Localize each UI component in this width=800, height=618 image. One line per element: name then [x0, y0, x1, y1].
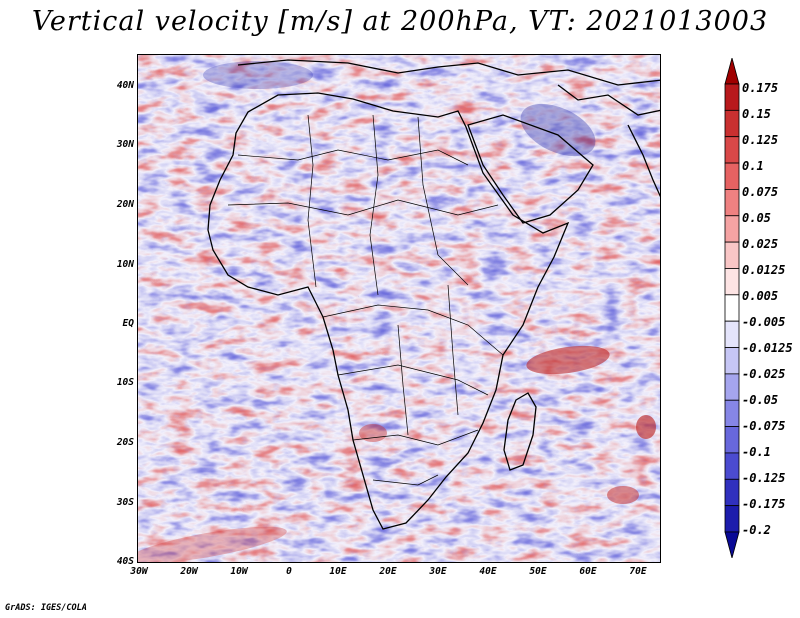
- lon-label-40e: 40E: [479, 566, 497, 577]
- lat-label-20s: 20S: [116, 437, 134, 448]
- lon-label-20w: 20W: [180, 566, 198, 577]
- colorbar-label: -0.075: [742, 419, 786, 433]
- lon-label-30w: 30W: [130, 566, 148, 577]
- colorbar-swatch: [724, 531, 740, 558]
- colorbar-swatch: [724, 162, 740, 190]
- colorbar-swatch: [724, 399, 740, 427]
- lat-label-eq: EQ: [122, 318, 134, 329]
- colorbar-label: -0.2: [742, 523, 771, 537]
- colorbar-label: -0.1: [742, 445, 771, 459]
- coastlines: [207, 59, 660, 530]
- strong-updraft-zones: [138, 61, 656, 562]
- colorbar-swatch: [724, 347, 740, 375]
- lat-label-40n: 40N: [116, 80, 134, 91]
- lon-label-10e: 10E: [329, 566, 347, 577]
- lon-label-30e: 30E: [429, 566, 447, 577]
- colorbar-label: -0.005: [742, 315, 786, 329]
- colorbar-swatch: [724, 373, 740, 401]
- colorbar-swatch: [724, 58, 740, 85]
- lon-label-10w: 10W: [230, 566, 248, 577]
- colorbar-swatch: [724, 109, 740, 138]
- lat-label-20n: 20N: [116, 199, 134, 210]
- colorbar-label: -0.0125: [742, 341, 793, 355]
- lon-label-50e: 50E: [529, 566, 547, 577]
- credit-text: GrADS: IGES/COLA: [5, 603, 87, 613]
- colorbar-swatch: [724, 294, 740, 322]
- country-borders: [227, 114, 504, 486]
- lon-label-0: 0: [286, 566, 292, 577]
- colorbar-label: 0.1: [742, 159, 764, 173]
- colorbar-label: -0.175: [742, 497, 786, 511]
- colorbar-swatch: [724, 268, 740, 296]
- colorbar-swatch: [724, 320, 740, 348]
- colorbar-swatch: [724, 83, 740, 111]
- lon-label-60e: 60E: [579, 566, 597, 577]
- colorbar-label: 0.075: [742, 185, 779, 199]
- colorbar-label: -0.05: [742, 393, 779, 407]
- colorbar-label: -0.025: [742, 367, 786, 381]
- colorbar-swatch: [724, 136, 740, 164]
- map-title: Vertical velocity [m/s] at 200hPa, VT: 2…: [31, 6, 769, 37]
- colorbar-swatch: [724, 215, 740, 243]
- colorbar-label: 0.05: [742, 211, 771, 225]
- lat-label-30s: 30S: [116, 497, 134, 508]
- colorbar-label: 0.175: [742, 81, 779, 95]
- colorbar-swatch: [724, 452, 740, 480]
- lat-label-10s: 10S: [116, 377, 134, 388]
- colorbar-label: 0.15: [742, 107, 771, 121]
- colorbar-swatch: [724, 505, 740, 533]
- colorbar-swatch: [724, 241, 740, 269]
- colorbar-swatch: [724, 426, 740, 454]
- colorbar-label: -0.125: [742, 471, 786, 485]
- map-panel: [137, 54, 661, 563]
- colorbar-label: 0.025: [742, 237, 779, 251]
- colorbar-swatch: [724, 478, 740, 507]
- lat-label-10n: 10N: [116, 259, 134, 270]
- lon-label-70e: 70E: [629, 566, 647, 577]
- lat-label-40s: 40S: [116, 556, 134, 567]
- colorbar-label: 0.0125: [742, 263, 786, 277]
- colorbar-label: 0.125: [742, 133, 779, 147]
- colorbar: [724, 58, 740, 558]
- colorbar-swatch: [724, 189, 740, 217]
- lon-label-20e: 20E: [379, 566, 397, 577]
- colorbar-label: 0.005: [742, 289, 779, 303]
- velocity-field: [138, 55, 660, 562]
- lat-label-30n: 30N: [116, 139, 134, 150]
